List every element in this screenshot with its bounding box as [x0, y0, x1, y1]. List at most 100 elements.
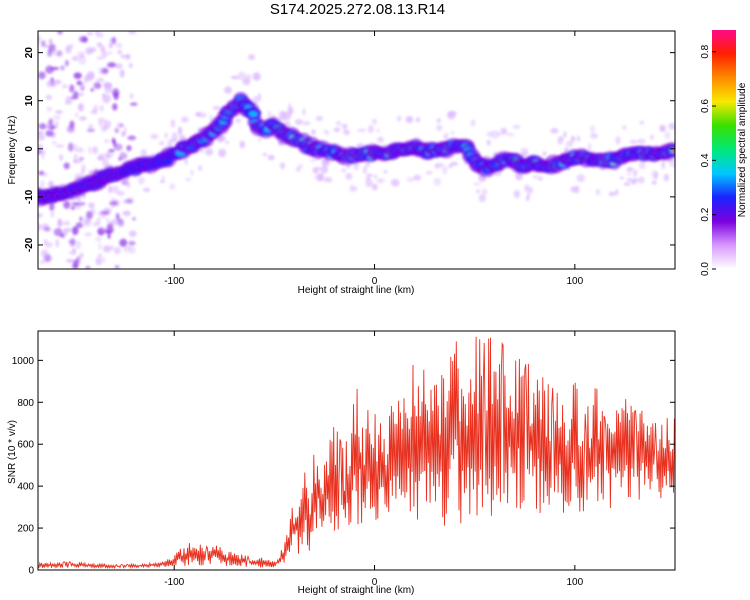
noise-speck — [230, 75, 239, 80]
noise-speck — [123, 126, 127, 135]
noise-speck — [500, 127, 508, 135]
noise-speck — [123, 199, 127, 204]
noise-speck — [54, 121, 59, 129]
spectrogram-y-tick-label-3: 10 — [24, 95, 35, 107]
colorbar: 0.0 0.2 0.4 0.6 0.8 Normalized spectral ampl… — [700, 30, 748, 276]
noise-speck — [633, 169, 638, 178]
noise-speck — [436, 118, 441, 123]
noise-speck — [196, 111, 201, 117]
noise-speck — [433, 177, 442, 186]
noise-speck — [101, 125, 108, 132]
noise-speck — [513, 190, 521, 199]
noise-speck — [345, 172, 353, 180]
noise-speck — [626, 172, 631, 176]
noise-speck — [108, 51, 112, 55]
noise-speck — [104, 86, 113, 94]
noise-speck — [55, 110, 63, 114]
noise-speck — [257, 93, 262, 102]
noise-speck — [343, 129, 350, 136]
noise-speck — [110, 197, 116, 206]
noise-speck — [661, 160, 665, 170]
noise-speck — [70, 95, 76, 100]
noise-speck — [101, 50, 108, 58]
noise-speck — [111, 88, 120, 97]
noise-speck — [248, 54, 255, 60]
noise-speck — [38, 213, 43, 218]
noise-speck — [86, 210, 93, 220]
noise-speck — [470, 119, 476, 127]
noise-speck — [335, 120, 342, 126]
noise-speck — [406, 177, 414, 183]
noise-speck — [252, 72, 261, 81]
noise-speck — [104, 139, 110, 144]
noise-speck — [59, 221, 69, 226]
noise-speck — [98, 153, 106, 161]
noise-speck — [631, 180, 636, 185]
noise-speck — [95, 236, 103, 242]
noise-speck — [101, 67, 109, 74]
noise-speck — [102, 159, 110, 167]
noise-speck — [651, 170, 658, 179]
noise-speck — [267, 110, 272, 119]
colorbar-ticks: 0.0 0.2 0.4 0.6 0.8 — [700, 44, 716, 276]
noise-speck — [237, 71, 246, 81]
noise-speck — [58, 154, 64, 161]
noise-speck — [140, 149, 147, 158]
noise-speck — [117, 218, 125, 227]
noise-speck — [170, 119, 176, 128]
noise-speck — [493, 171, 502, 177]
noise-speck — [161, 174, 165, 183]
noise-speck — [98, 66, 103, 75]
noise-speck — [64, 100, 73, 105]
noise-speck — [332, 127, 340, 133]
noise-speck — [506, 133, 515, 137]
noise-speck — [486, 139, 491, 146]
noise-speck — [86, 71, 95, 80]
noise-speck — [120, 54, 129, 59]
spectrogram-x-tick-label-2: 100 — [566, 276, 583, 287]
noise-speck — [450, 161, 459, 166]
noise-speck — [413, 174, 422, 181]
noise-speck — [56, 50, 63, 57]
noise-speck — [63, 200, 71, 209]
noise-speck — [442, 165, 448, 175]
noise-speck — [123, 245, 128, 253]
noise-speck — [529, 187, 533, 194]
noise-speck — [65, 59, 69, 67]
noise-speck — [114, 127, 120, 134]
noise-speck — [224, 86, 233, 94]
noise-speck — [88, 146, 92, 155]
snr-x-tick-label-1: 0 — [372, 577, 378, 588]
noise-speck — [239, 140, 246, 149]
noise-speck — [116, 122, 125, 128]
noise-speck — [79, 252, 84, 259]
snr-frame — [37, 330, 676, 571]
noise-speck — [127, 246, 136, 254]
noise-speck — [107, 233, 111, 239]
noise-speck — [110, 219, 119, 226]
noise-speck — [71, 226, 79, 236]
noise-speck — [525, 196, 530, 202]
noise-speck — [72, 247, 76, 254]
noise-speck — [78, 146, 82, 152]
noise-speck — [98, 121, 103, 127]
noise-speck — [98, 243, 102, 250]
noise-speck — [302, 108, 306, 116]
chart-title: S174.2025.272.08.13.R14 — [269, 1, 446, 18]
noise-speck — [587, 143, 592, 152]
noise-speck — [190, 169, 194, 176]
noise-speck — [298, 163, 304, 169]
noise-speck — [376, 178, 385, 184]
colorbar-label: Normalized spectral amplitude — [737, 82, 748, 217]
noise-speck — [257, 137, 262, 143]
noise-speck — [110, 204, 115, 209]
noise-speck — [288, 102, 292, 111]
noise-speck — [60, 65, 65, 71]
noise-speck — [570, 186, 579, 193]
noise-speck — [86, 31, 93, 36]
noise-speck — [396, 115, 402, 122]
noise-speck — [590, 125, 595, 134]
noise-speck — [405, 115, 414, 124]
noise-speck — [341, 168, 346, 173]
